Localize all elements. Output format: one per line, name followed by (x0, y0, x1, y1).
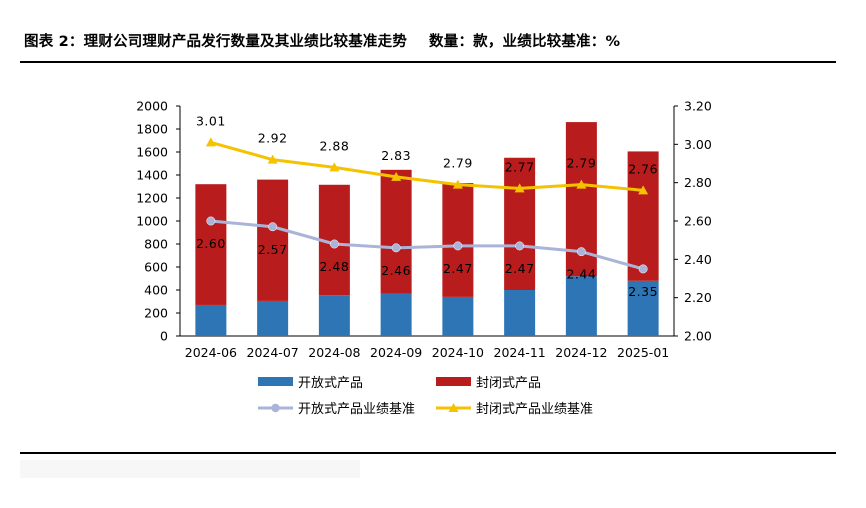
legend-label: 封闭式产品 (476, 376, 541, 391)
y-left-tick-label: 0 (160, 329, 168, 344)
chart-title-text: 图表 2：理财公司理财产品发行数量及其业绩比较基准走势 (24, 34, 408, 50)
legend-marker (271, 403, 280, 413)
bottom-rule (20, 452, 836, 454)
legend-swatch (258, 377, 293, 386)
data-label: 2.44 (566, 267, 596, 282)
x-tick-label: 2024-06 (185, 345, 237, 360)
point (515, 241, 525, 251)
data-label: 2.88 (319, 138, 349, 153)
data-label: 2.79 (566, 156, 596, 171)
bar (380, 169, 412, 294)
unit-note: 数量：款，业绩比较基准：% (429, 34, 621, 50)
bar (627, 280, 659, 336)
bar (504, 290, 536, 336)
y-left-tick-label: 800 (144, 237, 168, 252)
y-right-tick-label: 2.80 (684, 175, 712, 190)
point (453, 241, 463, 251)
bar (318, 295, 350, 336)
point (267, 154, 278, 164)
x-tick-label: 2024-08 (308, 345, 360, 360)
y-left-tick-label: 2000 (136, 99, 168, 114)
point (268, 222, 278, 232)
x-tick-label: 2024-11 (494, 345, 546, 360)
data-labels: 2.60 2.57 2.48 2.46 2.47 2.47 2.44 2.35 3.01 2.92… (196, 113, 658, 299)
top-rule (20, 61, 836, 63)
point (329, 239, 339, 249)
y-right-tick-label: 3.00 (684, 137, 712, 152)
series-line (210, 219, 644, 271)
data-label: 2.57 (258, 242, 288, 257)
data-label: 2.77 (505, 159, 535, 174)
bar (195, 184, 227, 305)
lines (205, 137, 649, 274)
bar (504, 157, 536, 290)
y-right-tick-label: 2.00 (684, 329, 712, 344)
bar (565, 276, 597, 336)
data-label: 2.83 (381, 148, 411, 163)
point (452, 179, 463, 189)
point (391, 243, 401, 253)
data-label: 2.76 (628, 161, 658, 176)
legend-swatch (436, 377, 471, 386)
y-right-tick-label: 2.40 (684, 252, 712, 267)
point (329, 162, 340, 172)
point (206, 216, 216, 226)
x-tick-label: 2024-10 (432, 345, 484, 360)
data-label: 2.79 (443, 156, 473, 171)
data-label: 2.48 (319, 259, 349, 274)
bars (195, 122, 659, 336)
chart: 0 200 400 600 800 1000 1200 1400 1600 1800 2000 2.0… (136, 99, 712, 418)
y-left-tick-label: 200 (144, 306, 168, 321)
data-label: 3.01 (196, 113, 226, 128)
y-right-tick-label: 3.20 (684, 99, 712, 114)
chart-title: 图表 2：理财公司理财产品发行数量及其业绩比较基准走势 数量：款，业绩比较基准：% (24, 30, 620, 51)
bar (257, 300, 289, 336)
point (576, 179, 587, 189)
y-right-tick-label: 2.60 (684, 214, 712, 229)
legend-label: 开放式产品业绩基准 (298, 402, 415, 417)
data-label: 2.35 (628, 284, 658, 299)
bar (195, 304, 227, 336)
y-left-tick-label: 400 (144, 283, 168, 298)
point (638, 185, 649, 195)
y-left-tick-label: 1000 (136, 214, 168, 229)
legend-label: 开放式产品 (298, 376, 363, 391)
point (205, 137, 216, 147)
data-label: 2.60 (196, 236, 226, 251)
bar (627, 151, 659, 281)
y-left-tick-label: 1600 (136, 145, 168, 160)
x-tick-label: 2024-12 (555, 345, 607, 360)
bar (442, 183, 474, 297)
bar (380, 293, 412, 336)
point (638, 264, 648, 274)
x-tick-label: 2024-09 (370, 345, 422, 360)
x-tick-label: 2025-01 (617, 345, 669, 360)
y-left-tick-label: 600 (144, 260, 168, 275)
bar (442, 296, 474, 336)
legend-label: 封闭式产品业绩基准 (476, 402, 593, 417)
data-label: 2.46 (381, 263, 411, 278)
y-left-tick-label: 1800 (136, 122, 168, 137)
footer-shade (20, 460, 360, 478)
data-label: 2.47 (443, 261, 473, 276)
axes: 0 200 400 600 800 1000 1200 1400 1600 1800 2000 2.0… (136, 99, 712, 361)
y-left-tick-label: 1400 (136, 168, 168, 183)
legend-marker (448, 403, 459, 412)
data-label: 2.47 (505, 261, 535, 276)
y-right-tick-label: 2.20 (684, 290, 712, 305)
y-left-tick-label: 1200 (136, 191, 168, 206)
point (514, 183, 525, 193)
x-tick-label: 2024-07 (247, 345, 299, 360)
point (576, 247, 586, 257)
bar (257, 179, 289, 301)
data-label: 2.92 (258, 131, 288, 146)
point (391, 171, 402, 181)
series-line (210, 140, 644, 192)
